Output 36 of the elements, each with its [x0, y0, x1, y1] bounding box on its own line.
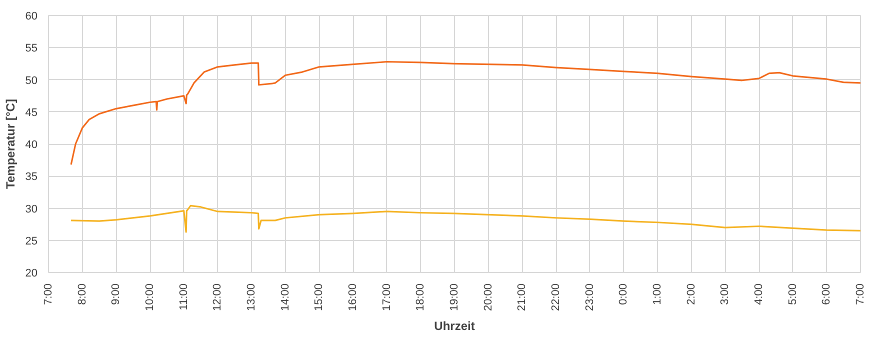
x-tick-label: 9:00 — [110, 283, 122, 305]
y-tick-label: 55 — [25, 42, 38, 55]
x-tick-label: 10:00 — [144, 283, 156, 312]
x-tick-label: 8:00 — [76, 283, 88, 305]
y-tick-label: 45 — [25, 106, 38, 119]
x-tick-label: 11:00 — [178, 283, 190, 310]
x-tick-label: 7:00 — [42, 283, 54, 305]
x-tick-label: 16:00 — [347, 283, 359, 312]
x-tick-label: 3:00 — [719, 283, 732, 305]
y-tick-label: 50 — [25, 74, 38, 87]
y-tick-label: 60 — [25, 10, 38, 22]
x-tick-label: 19:00 — [448, 283, 460, 312]
y-tick-label: 25 — [25, 235, 38, 248]
x-tick-label: 2:00 — [685, 283, 698, 305]
x-tick-label: 23:00 — [584, 283, 596, 312]
y-tick-label: 40 — [25, 139, 38, 151]
y-tick-label: 20 — [25, 268, 38, 280]
x-tick-label: 0:00 — [618, 283, 630, 305]
x-tick-label: 7:00 — [854, 283, 866, 305]
x-tick-label: 22:00 — [550, 283, 562, 312]
x-tick-label: 18:00 — [414, 283, 427, 312]
y-tick-label: 35 — [25, 171, 38, 184]
x-tick-label: 15:00 — [313, 283, 326, 312]
x-tick-label: 6:00 — [820, 283, 833, 305]
x-tick-label: 20:00 — [482, 283, 494, 312]
x-tick-label: 21:00 — [516, 283, 528, 312]
y-tick-label: 30 — [25, 203, 38, 216]
x-tick-label: 17:00 — [380, 283, 393, 312]
x-tick-label: 13:00 — [246, 283, 258, 312]
x-tick-label: 1:00 — [652, 283, 664, 305]
y-axis-title: Temperatur [°C] — [3, 99, 18, 189]
x-tick-label: 4:00 — [753, 283, 765, 305]
x-tick-label: 12:00 — [212, 283, 224, 312]
x-tick-label: 5:00 — [786, 283, 799, 305]
x-axis-title: Uhrzeit — [434, 319, 475, 334]
x-tick-label: 14:00 — [279, 283, 292, 312]
